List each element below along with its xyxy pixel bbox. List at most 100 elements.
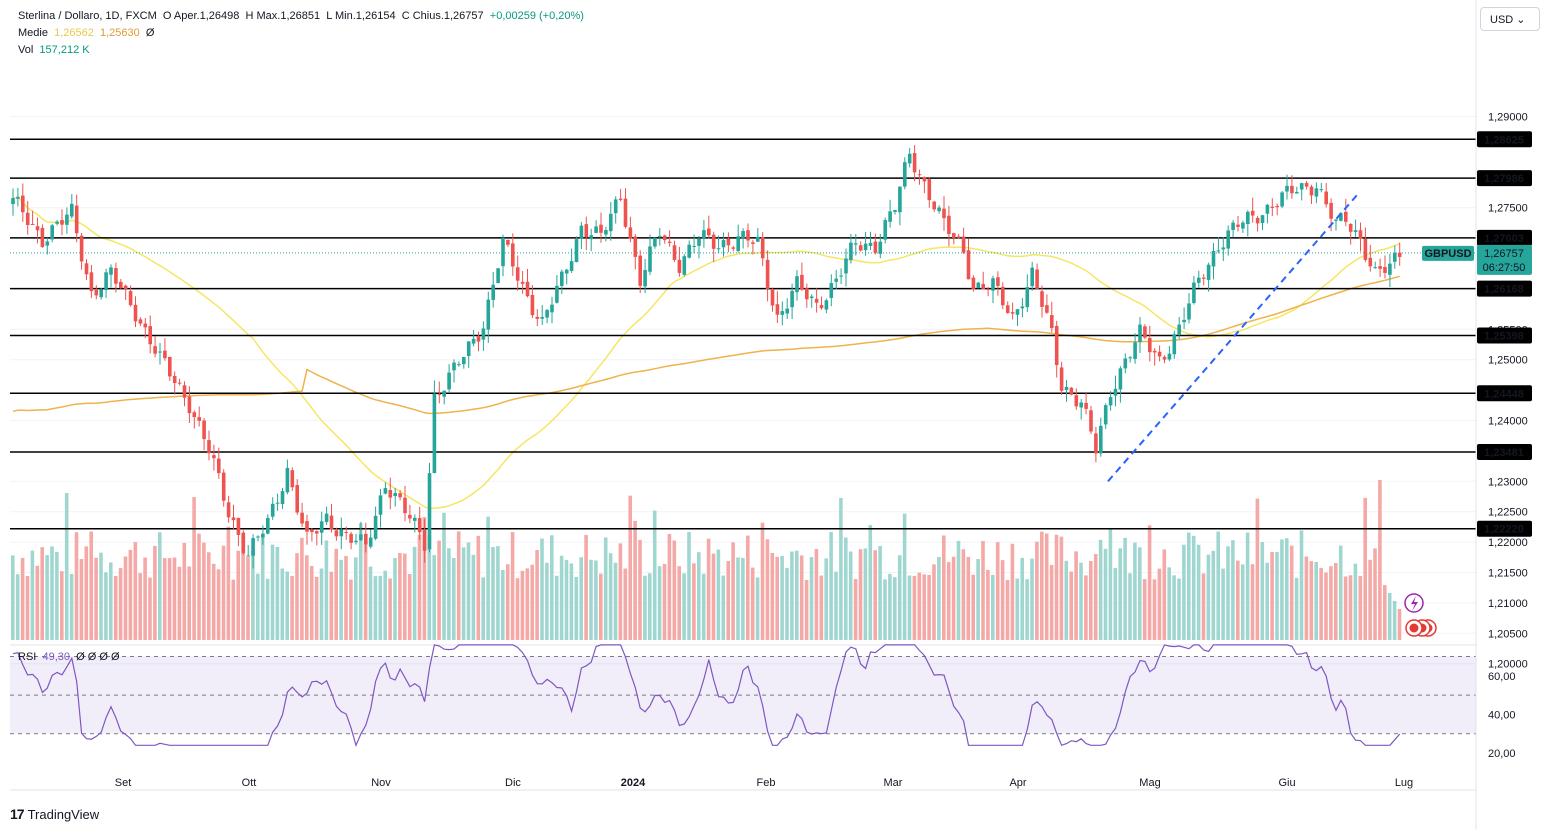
candle-body (760, 237, 765, 259)
volume-bar (657, 566, 662, 640)
candle (707, 215, 711, 239)
candle-body (1118, 368, 1123, 390)
candle-body (466, 341, 471, 357)
volume-bar (554, 575, 559, 640)
volume-bar (1128, 573, 1132, 640)
candle-body (1378, 266, 1382, 269)
candle-body (476, 336, 481, 342)
candle-body (942, 208, 946, 219)
candle (530, 285, 535, 319)
candle (251, 534, 255, 569)
candle-body (1089, 410, 1093, 432)
candle (1040, 285, 1044, 318)
candle (305, 514, 309, 545)
last-price-label: 1,26757 (1484, 248, 1524, 260)
volume-bar (1118, 548, 1122, 640)
candle-body (623, 198, 628, 227)
candle-body (697, 238, 701, 246)
candle-body (256, 536, 260, 538)
candle (971, 275, 976, 292)
volume-bar (236, 550, 240, 640)
candle (471, 329, 476, 347)
candle-body (30, 223, 35, 225)
candle (114, 262, 118, 293)
candle (295, 479, 299, 515)
candle-body (172, 375, 177, 384)
candle-body (609, 213, 613, 232)
candle-body (1148, 338, 1152, 353)
candle (1133, 333, 1137, 364)
candle-body (501, 237, 505, 267)
volume-bar (603, 537, 608, 640)
candle-body (1079, 402, 1083, 408)
price-tick-label: 1,21000 (1488, 598, 1528, 610)
candle (256, 535, 260, 542)
candle-body (1270, 206, 1275, 208)
volume-bar (207, 552, 211, 640)
volume-bar (109, 562, 113, 640)
candle-body (775, 304, 780, 315)
candle-body (65, 214, 69, 225)
volume-bar (809, 557, 814, 640)
candle-body (800, 274, 804, 290)
volume-bar (1010, 543, 1015, 640)
candle (996, 271, 1000, 296)
candle-body (1329, 202, 1333, 219)
volume-bar (496, 546, 500, 640)
volume-bar (339, 559, 343, 640)
volume-bar (976, 559, 980, 640)
candle (868, 231, 873, 251)
candle (275, 493, 280, 511)
volume-bar (40, 547, 44, 640)
rsi-band (10, 656, 1476, 734)
candle (937, 205, 941, 214)
candle (1025, 274, 1030, 313)
volume-bar (1020, 557, 1024, 640)
candle-body (604, 230, 608, 235)
candle-body (868, 242, 873, 246)
candle-body (364, 533, 368, 545)
volume-bar (1353, 563, 1358, 640)
candle (192, 410, 197, 429)
candle-body (667, 241, 672, 243)
candle (623, 188, 628, 229)
time-tick-label: Apr (1009, 777, 1026, 789)
volume-bar (1392, 601, 1397, 640)
volume-bar (530, 564, 534, 640)
candle (1373, 261, 1377, 269)
candle-body (1005, 305, 1010, 313)
candle (217, 447, 221, 479)
candle-body (1388, 263, 1392, 275)
candle (1334, 219, 1338, 231)
candle (932, 200, 936, 213)
candle (756, 228, 760, 242)
volume-bar (991, 574, 995, 640)
candle-body (143, 323, 148, 328)
ma-fast-line (12, 196, 1400, 510)
currency-button[interactable]: USD ⌄ (1480, 7, 1540, 31)
candle-body (961, 236, 966, 253)
volume-bar (858, 549, 863, 640)
candle-body (89, 272, 94, 292)
candle (99, 287, 103, 300)
candle (486, 291, 491, 343)
candle-body (437, 393, 442, 395)
candle (280, 487, 285, 509)
time-axis: Set Ott Nov Dic 2024 Feb Mar Apr Mag Giu Lug (115, 777, 1413, 789)
candle (501, 234, 505, 277)
candle (751, 239, 755, 255)
candle-body (236, 518, 241, 535)
volume-bar (99, 552, 103, 640)
candle-body (148, 326, 152, 345)
candle-body (285, 467, 290, 493)
candle-body (300, 512, 304, 524)
candle (1123, 353, 1128, 374)
volume-bar (721, 575, 726, 640)
candle (1015, 308, 1020, 326)
volume-bar (1363, 497, 1367, 640)
candle-body (589, 235, 593, 240)
volume-bar (868, 525, 873, 640)
volume-bar (1368, 559, 1372, 640)
candle (986, 286, 990, 297)
